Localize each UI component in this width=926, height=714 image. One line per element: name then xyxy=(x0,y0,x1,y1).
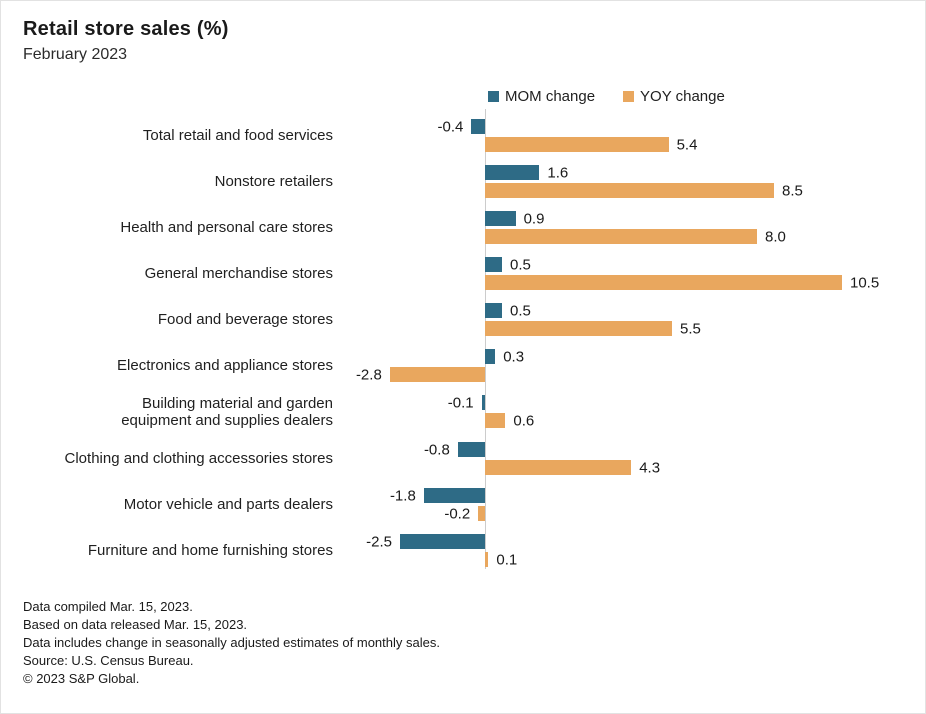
plot-area: -0.4 5.4 xyxy=(347,119,903,152)
bar-value-label: 0.3 xyxy=(503,348,525,365)
bar-value-label: 5.4 xyxy=(676,136,698,153)
yoy-bar xyxy=(389,367,485,382)
chart-row: Electronics and appliance stores 0.3 -2.8 xyxy=(23,349,925,382)
yoy-bar xyxy=(485,275,842,290)
chart-row: Furniture and home furnishing stores -2.5… xyxy=(23,534,925,567)
chart-row: Motor vehicle and parts dealers -1.8 -0.2 xyxy=(23,488,925,521)
footnote-line: Source: U.S. Census Bureau. xyxy=(23,653,194,668)
bar-value-label: 0.1 xyxy=(496,551,518,568)
legend-item-mom: MOM change xyxy=(488,88,595,105)
yoy-bar xyxy=(485,413,506,428)
mom-bar xyxy=(485,165,540,180)
yoy-bar xyxy=(485,552,489,567)
plot-area: 0.9 8.0 xyxy=(347,211,903,244)
category-label: Electronics and appliance stores xyxy=(117,357,333,374)
category-label: General merchandise stores xyxy=(144,265,333,282)
category-label: Building material and garden equipment a… xyxy=(121,395,333,429)
category-label: Total retail and food services xyxy=(142,127,333,144)
mom-bar xyxy=(481,395,485,410)
bar-value-label: 10.5 xyxy=(850,274,880,291)
plot-area: -1.8 -0.2 xyxy=(347,488,903,521)
yoy-bar xyxy=(485,460,632,475)
plot-area: -2.5 0.1 xyxy=(347,534,903,567)
bar-value-label: -2.5 xyxy=(366,533,392,550)
mom-bar xyxy=(485,303,502,318)
category-label: Health and personal care stores xyxy=(120,219,333,236)
chart-row: Clothing and clothing accessories stores… xyxy=(23,442,925,475)
bar-value-label: 0.5 xyxy=(510,256,531,273)
mom-bar xyxy=(457,442,485,457)
legend-swatch-yoy xyxy=(623,90,635,102)
yoy-bar xyxy=(485,229,757,244)
mom-bar xyxy=(423,488,485,503)
zero-axis-line xyxy=(485,109,486,569)
footnotes: Data compiled Mar. 15, 2023. Based on da… xyxy=(23,598,925,688)
plot-area: 0.5 5.5 xyxy=(347,303,903,336)
bar-value-label: -2.8 xyxy=(355,366,382,383)
bar-value-label: -1.8 xyxy=(389,487,416,504)
bar-value-label: -0.2 xyxy=(444,505,471,522)
footnote-line: Data includes change in seasonally adjus… xyxy=(23,635,440,650)
chart-row: General merchandise stores 0.5 10.5 xyxy=(23,257,925,290)
bar-value-label: 5.5 xyxy=(680,320,701,337)
mom-bar xyxy=(485,349,496,364)
legend-label-yoy: YOY change xyxy=(640,87,725,105)
mom-bar xyxy=(400,534,485,549)
legend-label-mom: MOM change xyxy=(505,87,596,105)
plot-area: -0.1 0.6 xyxy=(347,395,903,429)
mom-bar xyxy=(485,211,516,226)
yoy-bar xyxy=(485,137,669,152)
mom-bar xyxy=(485,257,502,272)
bar-value-label: 4.3 xyxy=(639,459,661,476)
category-label: Clothing and clothing accessories stores xyxy=(64,450,333,467)
legend-item-yoy: YOY change xyxy=(623,88,725,105)
bar-value-label: 8.0 xyxy=(765,228,786,245)
bar-value-label: 0.5 xyxy=(510,302,531,319)
chart-row: Food and beverage stores 0.5 5.5 xyxy=(23,303,925,336)
bar-value-label: 8.5 xyxy=(782,182,803,199)
bar-value-label: 1.6 xyxy=(547,164,569,181)
bar-value-label: -0.1 xyxy=(447,394,474,411)
bar-value-label: 0.9 xyxy=(523,210,545,227)
category-label: Furniture and home furnishing stores xyxy=(87,542,333,559)
legend: MOM change YOY change xyxy=(488,87,925,105)
chart-row: Total retail and food services -0.4 5.4 xyxy=(23,119,925,152)
chart-row: Nonstore retailers 1.6 8.5 xyxy=(23,165,925,198)
footnote-line: Data compiled Mar. 15, 2023. xyxy=(23,599,193,614)
legend-swatch-mom xyxy=(488,90,499,102)
plot-area: 0.3 -2.8 xyxy=(347,349,903,382)
footnote-line: © 2023 S&P Global. xyxy=(23,671,140,686)
bar-chart: Total retail and food services -0.4 5.4 Non… xyxy=(23,109,925,569)
yoy-bar xyxy=(485,183,774,198)
category-label: Motor vehicle and parts dealers xyxy=(123,496,333,513)
yoy-bar xyxy=(478,506,485,521)
chart-subtitle: February 2023 xyxy=(23,46,128,63)
plot-area: -0.8 4.3 xyxy=(347,442,903,475)
chart-title: Retail store sales (%) xyxy=(23,18,229,40)
category-label: Nonstore retailers xyxy=(214,173,333,190)
footnote-line: Based on data released Mar. 15, 2023. xyxy=(23,617,248,632)
plot-area: 0.5 10.5 xyxy=(347,257,903,290)
yoy-bar xyxy=(485,321,672,336)
mom-bar xyxy=(471,119,485,134)
bar-value-label: -0.4 xyxy=(437,118,464,135)
plot-area: 1.6 8.5 xyxy=(347,165,903,198)
chart-row: Health and personal care stores 0.9 8.0 xyxy=(23,211,925,244)
category-label: Food and beverage stores xyxy=(157,311,333,328)
bar-value-label: 0.6 xyxy=(513,412,535,429)
bar-value-label: -0.8 xyxy=(423,441,450,458)
chart-row: Building material and garden equipment a… xyxy=(23,395,925,429)
